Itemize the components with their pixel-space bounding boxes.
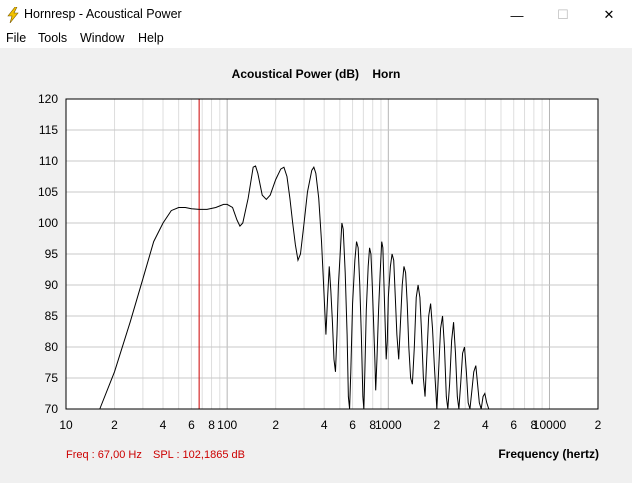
y-tick-label: 115	[39, 123, 58, 137]
plot-border	[65, 98, 599, 410]
chart-title: Acoustical Power (dB) Horn	[232, 67, 401, 81]
y-tick-label: 105	[38, 185, 58, 199]
menu-window[interactable]: Window	[80, 31, 125, 45]
menu-tools[interactable]: Tools	[38, 31, 68, 45]
x-tick-label: 2	[272, 418, 279, 432]
y-axis-ticks: 120 115 110 105 100 95 90 85 80 75 70	[38, 92, 58, 416]
minimize-icon[interactable]: —	[510, 7, 524, 23]
x-tick-label: 10000	[533, 418, 567, 432]
x-tick-label: 4	[321, 418, 328, 432]
x-tick-label: 6	[188, 418, 195, 432]
acoustical-power-chart[interactable]: Acoustical Power (dB) Horn 1201151101051…	[0, 48, 632, 478]
title-bar: Hornresp - Acoustical Power — ☐ ✕	[0, 0, 632, 30]
menu-help[interactable]: Help	[138, 31, 164, 45]
y-tick-label: 80	[45, 340, 59, 354]
y-tick-label: 110	[39, 154, 58, 168]
status-frequency: Freq : 67,00 Hz	[66, 449, 142, 461]
x-tick-label: 1000	[375, 418, 402, 432]
x-tick-label: 8	[208, 418, 215, 432]
x-tick-label: 6	[349, 418, 356, 432]
close-icon[interactable]: ✕	[603, 7, 615, 22]
y-tick-label: 75	[45, 371, 59, 385]
x-tick-label: 4	[482, 418, 489, 432]
x-tick-label: 100	[217, 418, 237, 432]
x-axis-label: Frequency (hertz)	[498, 447, 599, 461]
y-tick-label: 85	[45, 309, 59, 323]
x-tick-label: 4	[160, 418, 167, 432]
lightning-icon	[6, 6, 20, 24]
y-tick-label: 120	[38, 92, 58, 106]
window-title: Hornresp - Acoustical Power	[24, 7, 182, 21]
status-spl: SPL : 102,1865 dB	[153, 449, 245, 461]
x-tick-label: 2	[433, 418, 440, 432]
x-tick-label: 2	[595, 418, 602, 432]
menu-file[interactable]: File	[6, 31, 27, 45]
x-tick-label: 8	[369, 418, 376, 432]
y-tick-label: 90	[45, 278, 59, 292]
series-line	[99, 165, 490, 410]
x-tick-label: 2	[111, 418, 118, 432]
x-tick-label: 10	[59, 418, 73, 432]
menu-bar: File Tools Window Help	[0, 30, 632, 48]
y-tick-label: 100	[38, 216, 58, 230]
maximize-icon[interactable]: ☐	[557, 7, 569, 22]
y-tick-label: 70	[45, 402, 59, 416]
chart-area: Acoustical Power (dB) Horn 120 115 110 105 1…	[0, 48, 632, 478]
y-tick-label: 95	[45, 247, 59, 261]
x-tick-label: 6	[510, 418, 517, 432]
x-tick-label: 8	[531, 418, 538, 432]
